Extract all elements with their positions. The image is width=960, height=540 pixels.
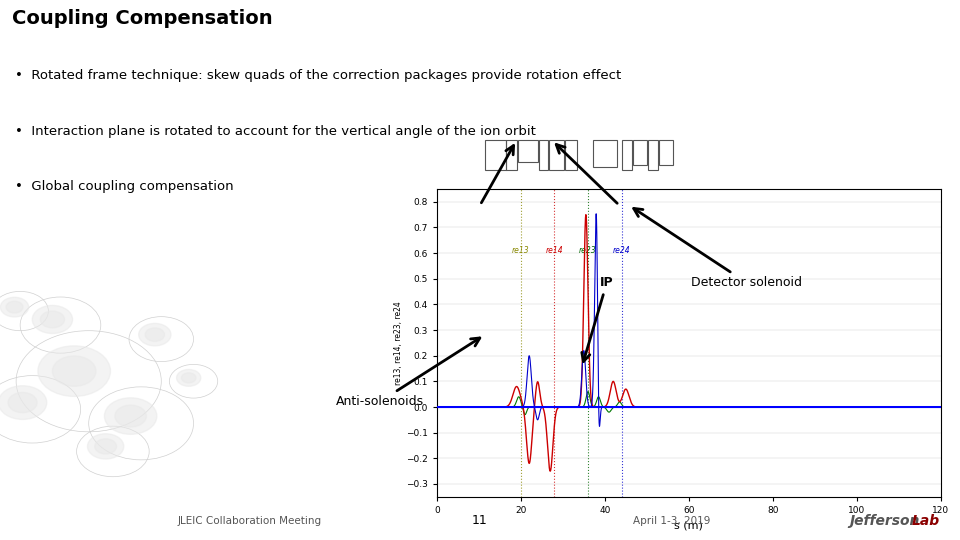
Circle shape (8, 393, 37, 413)
Bar (539, 140, 548, 170)
Text: Coupling Compensation: Coupling Compensation (12, 9, 272, 28)
Text: re14: re14 (545, 246, 564, 255)
Bar (622, 140, 632, 170)
Text: re13: re13 (512, 246, 530, 255)
Circle shape (169, 364, 218, 398)
Circle shape (0, 292, 48, 330)
Circle shape (0, 376, 81, 443)
Circle shape (40, 311, 64, 328)
Bar (518, 140, 538, 162)
Circle shape (145, 328, 164, 341)
Text: Anti-solenoids: Anti-solenoids (336, 338, 480, 408)
Circle shape (95, 439, 116, 454)
Circle shape (53, 356, 96, 386)
Bar (506, 140, 517, 170)
Text: JLEIC Collaboration Meeting: JLEIC Collaboration Meeting (178, 516, 322, 526)
Text: Detector solenoid: Detector solenoid (634, 208, 803, 289)
Bar (565, 140, 577, 170)
Bar (633, 140, 647, 165)
Text: •  Global coupling compensation: • Global coupling compensation (15, 180, 234, 193)
Circle shape (177, 369, 201, 386)
Bar (593, 140, 617, 167)
Circle shape (0, 386, 47, 420)
Text: •  Interaction plane is rotated to account for the vertical angle of the ion orb: • Interaction plane is rotated to accoun… (15, 125, 536, 138)
Text: re24: re24 (612, 246, 631, 255)
Text: Jefferson: Jefferson (850, 514, 920, 528)
Circle shape (77, 426, 149, 477)
Circle shape (88, 387, 194, 460)
Circle shape (0, 298, 29, 317)
X-axis label: s (m): s (m) (674, 521, 704, 530)
Circle shape (37, 346, 110, 396)
Bar (648, 140, 658, 170)
Y-axis label: re13, re14, re23, re24: re13, re14, re23, re24 (395, 301, 403, 385)
Circle shape (20, 297, 101, 353)
Text: April 1-3, 2019: April 1-3, 2019 (634, 516, 710, 526)
Circle shape (115, 405, 146, 427)
Circle shape (138, 323, 171, 346)
Circle shape (105, 398, 156, 434)
Circle shape (6, 301, 23, 313)
Bar (659, 140, 673, 165)
Circle shape (87, 434, 124, 459)
Circle shape (129, 316, 194, 362)
Circle shape (33, 306, 73, 334)
Circle shape (16, 330, 161, 432)
Text: 11: 11 (472, 514, 488, 527)
Bar (485, 140, 506, 170)
Text: •  Rotated frame technique: skew quads of the correction packages provide rotati: • Rotated frame technique: skew quads of… (15, 70, 621, 83)
Bar (549, 140, 564, 170)
Circle shape (181, 373, 196, 383)
Text: Lab: Lab (912, 514, 940, 528)
Text: IP: IP (582, 276, 613, 362)
Text: re23: re23 (579, 246, 597, 255)
